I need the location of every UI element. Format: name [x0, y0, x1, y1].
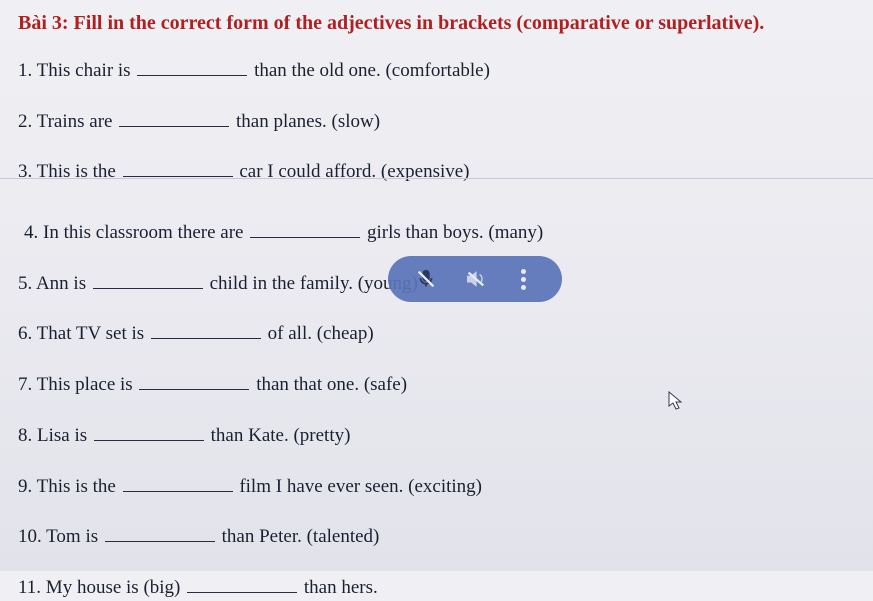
question-text-pre: 10. Tom is: [18, 526, 103, 547]
question-line: 6. That TV set is of all. (cheap): [18, 320, 865, 347]
question-text-post: than the old one. (comfortable): [249, 60, 490, 81]
question-text-post: girls than boys. (many): [362, 222, 543, 243]
question-text-pre: 6. That TV set is: [18, 323, 149, 344]
answer-blank[interactable]: [105, 523, 215, 542]
question-text-post: than Kate. (pretty): [206, 425, 351, 446]
question-text-pre: 4. In this classroom there are: [24, 222, 248, 243]
question-text-post: than planes. (slow): [231, 111, 380, 132]
sound-muted-icon[interactable]: [463, 267, 487, 291]
answer-blank[interactable]: [187, 574, 297, 593]
question-text-pre: 9. This is the: [18, 476, 121, 497]
section-divider: [0, 178, 873, 179]
answer-blank[interactable]: [137, 57, 247, 76]
question-text-post: of all. (cheap): [263, 323, 374, 344]
question-text-pre: 1. This chair is: [18, 60, 135, 81]
answer-blank[interactable]: [151, 320, 261, 339]
answer-blank[interactable]: [139, 371, 249, 390]
question-line: 8. Lisa is than Kate. (pretty): [18, 422, 865, 449]
answer-blank[interactable]: [93, 270, 203, 289]
exercise-title: Bài 3: Fill in the correct form of the a…: [18, 12, 865, 35]
question-text-post: than Peter. (talented): [217, 526, 380, 547]
question-text-post: car I could afford. (expensive): [235, 161, 470, 182]
answer-blank[interactable]: [250, 219, 360, 238]
question-text-pre: 7. This place is: [18, 374, 137, 395]
question-text-pre: 11. My house is (big): [18, 577, 185, 598]
question-line: 10. Tom is than Peter. (talented): [18, 523, 865, 550]
mouse-cursor-icon: [668, 391, 684, 416]
question-text-pre: 2. Trains are: [18, 111, 117, 132]
question-text-post: than that one. (safe): [251, 374, 407, 395]
answer-blank[interactable]: [123, 158, 233, 177]
question-text-post: film I have ever seen. (exciting): [235, 476, 482, 497]
more-dots-icon[interactable]: [512, 267, 536, 291]
answer-blank[interactable]: [123, 473, 233, 492]
answer-blank[interactable]: [94, 422, 204, 441]
question-text-pre: 5. Ann is: [18, 273, 91, 294]
question-line: 11. My house is (big) than hers.: [18, 574, 865, 601]
conference-toolbar[interactable]: [388, 256, 562, 302]
question-text-post: than hers.: [299, 577, 378, 598]
answer-blank[interactable]: [119, 108, 229, 127]
question-line: 7. This place is than that one. (safe): [18, 371, 865, 398]
question-text-pre: 3. This is the: [18, 161, 121, 182]
question-line: 4. In this classroom there are girls tha…: [24, 219, 865, 246]
question-line: 3. This is the car I could afford. (expe…: [18, 158, 865, 185]
question-line: 2. Trains are than planes. (slow): [18, 108, 865, 135]
question-text-pre: 8. Lisa is: [18, 425, 92, 446]
question-line: 1. This chair is than the old one. (comf…: [18, 57, 865, 84]
mic-muted-icon[interactable]: [414, 267, 438, 291]
question-line: 9. This is the film I have ever seen. (e…: [18, 473, 865, 500]
question-text-post: child in the family. (young): [205, 273, 418, 294]
